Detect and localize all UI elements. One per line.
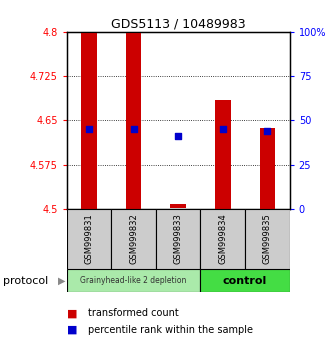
Bar xyxy=(111,209,156,269)
Text: percentile rank within the sample: percentile rank within the sample xyxy=(88,325,253,335)
Bar xyxy=(156,209,200,269)
Text: Grainyhead-like 2 depletion: Grainyhead-like 2 depletion xyxy=(80,276,187,285)
Text: GSM999832: GSM999832 xyxy=(129,213,138,264)
Bar xyxy=(200,269,290,292)
Bar xyxy=(215,100,230,209)
Bar xyxy=(67,209,111,269)
Point xyxy=(175,133,181,139)
Text: ▶: ▶ xyxy=(58,276,66,286)
Bar xyxy=(81,32,97,209)
Text: transformed count: transformed count xyxy=(88,308,179,318)
Bar xyxy=(170,204,186,208)
Text: GSM999833: GSM999833 xyxy=(173,213,183,264)
Bar xyxy=(126,32,141,209)
Bar xyxy=(200,209,245,269)
Bar xyxy=(67,269,200,292)
Text: ■: ■ xyxy=(67,325,77,335)
Point xyxy=(131,126,136,131)
Point xyxy=(220,126,225,131)
Text: GSM999835: GSM999835 xyxy=(263,213,272,264)
Text: GSM999834: GSM999834 xyxy=(218,213,227,264)
Point xyxy=(86,126,92,131)
Text: control: control xyxy=(223,275,267,286)
Text: protocol: protocol xyxy=(3,276,49,286)
Text: GSM999831: GSM999831 xyxy=(84,213,94,264)
Point xyxy=(265,128,270,134)
Title: GDS5113 / 10489983: GDS5113 / 10489983 xyxy=(111,18,245,31)
Bar xyxy=(245,209,290,269)
Bar xyxy=(260,128,275,209)
Text: ■: ■ xyxy=(67,308,77,318)
